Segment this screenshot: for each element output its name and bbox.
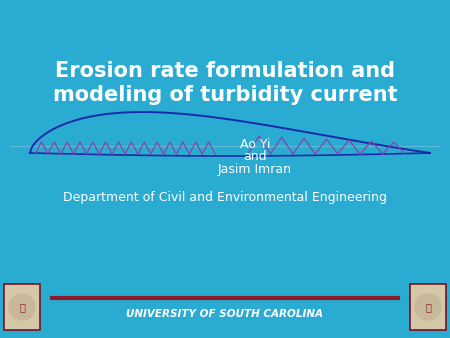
Text: Ao Yi: Ao Yi bbox=[240, 139, 270, 151]
FancyBboxPatch shape bbox=[4, 284, 40, 330]
FancyBboxPatch shape bbox=[410, 284, 446, 330]
Text: Department of Civil and Environmental Engineering: Department of Civil and Environmental En… bbox=[63, 192, 387, 204]
Text: Erosion rate formulation and
modeling of turbidity current: Erosion rate formulation and modeling of… bbox=[53, 62, 397, 104]
Text: and: and bbox=[243, 150, 267, 164]
Circle shape bbox=[9, 294, 35, 320]
Text: 🌿: 🌿 bbox=[425, 302, 431, 312]
Text: 🌿: 🌿 bbox=[19, 302, 25, 312]
Circle shape bbox=[415, 294, 441, 320]
Text: Jasim Imran: Jasim Imran bbox=[218, 163, 292, 175]
Text: UNIVERSITY OF SOUTH CAROLINA: UNIVERSITY OF SOUTH CAROLINA bbox=[126, 309, 324, 319]
